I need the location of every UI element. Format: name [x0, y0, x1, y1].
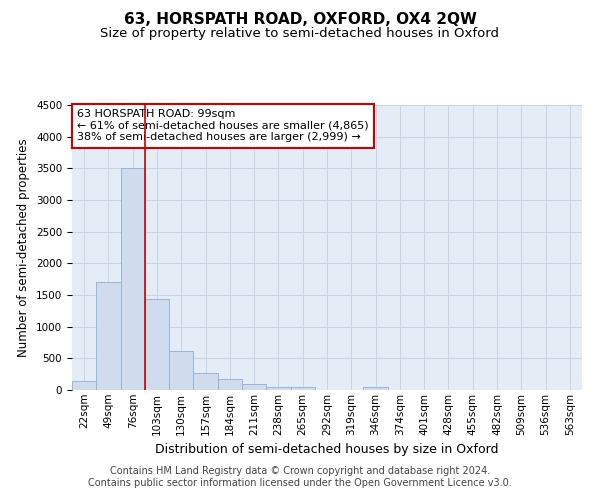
Bar [193, 373, 218, 390]
Text: 63 HORSPATH ROAD: 99sqm
← 61% of semi-detached houses are smaller (4,865)
38% of: 63 HORSPATH ROAD: 99sqm ← 61% of semi-de… [77, 110, 369, 142]
Bar [242, 384, 266, 390]
Text: Contains HM Land Registry data © Crown copyright and database right 2024.
Contai: Contains HM Land Registry data © Crown c… [88, 466, 512, 487]
Y-axis label: Number of semi-detached properties: Number of semi-detached properties [17, 138, 31, 357]
Bar [96, 282, 121, 390]
Text: Size of property relative to semi-detached houses in Oxford: Size of property relative to semi-detach… [101, 28, 499, 40]
Bar [169, 350, 193, 390]
Bar [290, 387, 315, 390]
Bar [266, 387, 290, 390]
Bar [145, 300, 169, 390]
Bar [364, 387, 388, 390]
Bar [218, 379, 242, 390]
Bar [121, 168, 145, 390]
X-axis label: Distribution of semi-detached houses by size in Oxford: Distribution of semi-detached houses by … [155, 443, 499, 456]
Text: 63, HORSPATH ROAD, OXFORD, OX4 2QW: 63, HORSPATH ROAD, OXFORD, OX4 2QW [124, 12, 476, 28]
Bar [72, 380, 96, 390]
